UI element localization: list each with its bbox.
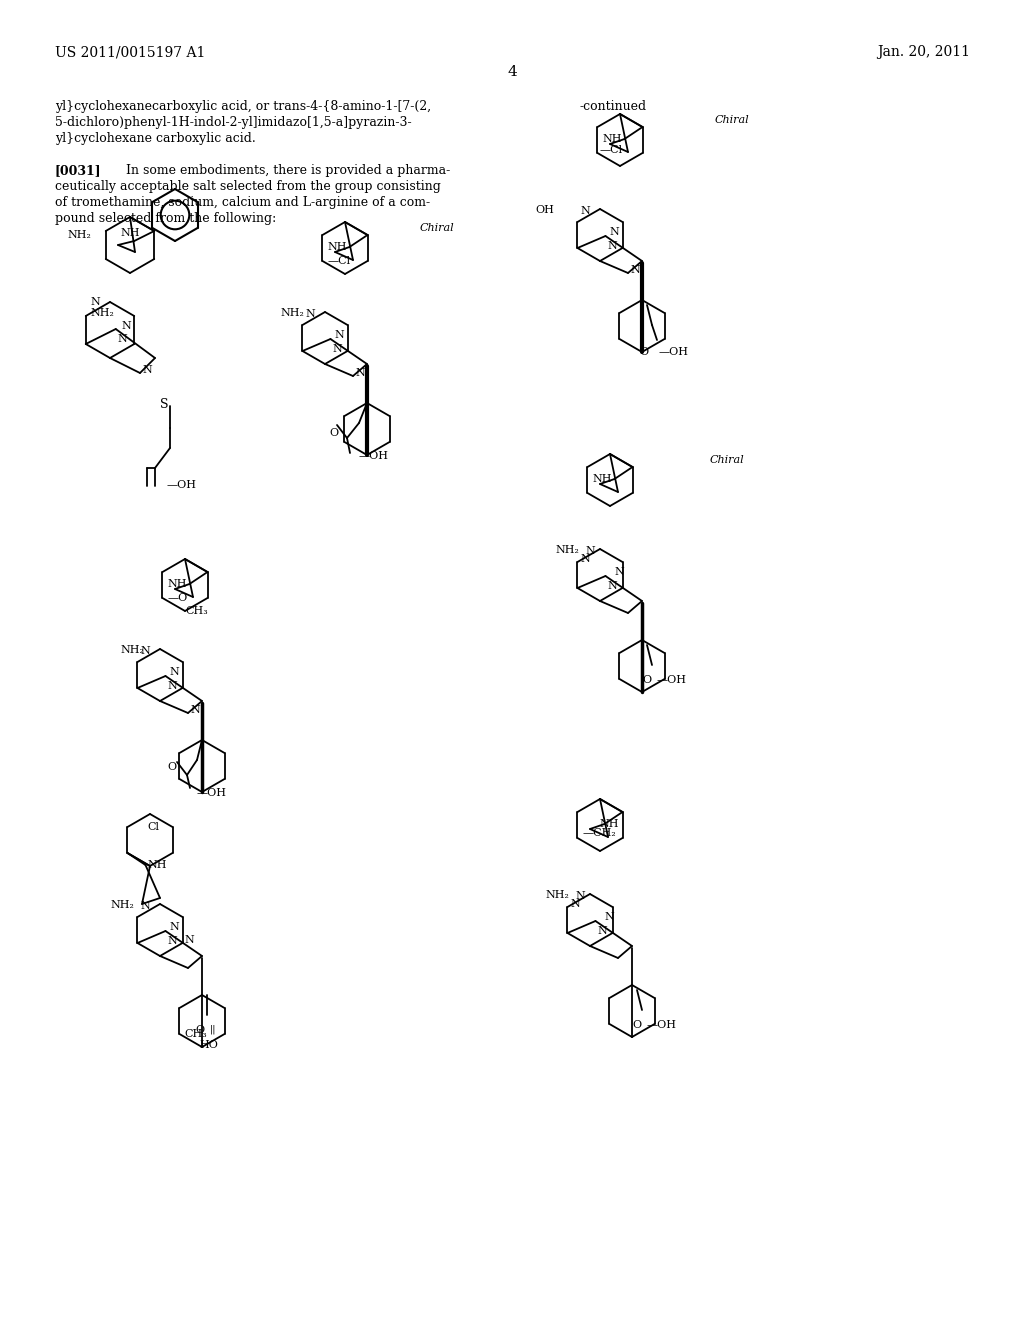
Text: NH₂: NH₂ <box>67 230 91 240</box>
Text: N: N <box>140 645 150 656</box>
Text: NH: NH <box>602 135 622 144</box>
Text: Chiral: Chiral <box>420 223 455 234</box>
Text: N: N <box>585 546 595 556</box>
Text: US 2011/0015197 A1: US 2011/0015197 A1 <box>55 45 206 59</box>
Text: of tromethamine, sodium, calcium and L-arginine of a com-: of tromethamine, sodium, calcium and L-a… <box>55 195 430 209</box>
Text: O: O <box>642 675 651 685</box>
Text: N: N <box>190 705 200 715</box>
Text: yl}cyclohexane carboxylic acid.: yl}cyclohexane carboxylic acid. <box>55 132 256 145</box>
Text: NH₂: NH₂ <box>91 308 115 318</box>
Text: yl}cyclohexanecarboxylic acid, or trans-4-{8-amino-1-[7-(2,: yl}cyclohexanecarboxylic acid, or trans-… <box>55 100 431 114</box>
Text: N: N <box>140 902 150 911</box>
Text: N: N <box>355 368 365 378</box>
Text: NH: NH <box>593 474 612 484</box>
Text: pound selected from the following:: pound selected from the following: <box>55 213 276 224</box>
Text: N: N <box>170 921 179 932</box>
Text: O: O <box>639 347 648 356</box>
Text: CH₃: CH₃ <box>185 606 208 616</box>
Text: N: N <box>118 334 128 345</box>
Text: NH: NH <box>599 818 620 829</box>
Text: -continued: -continued <box>580 100 647 114</box>
Text: NH₂: NH₂ <box>110 900 134 909</box>
Text: —OH: —OH <box>197 788 227 799</box>
Text: —Cl: —Cl <box>599 145 623 154</box>
Text: Chiral: Chiral <box>710 455 744 465</box>
Text: N: N <box>122 321 131 331</box>
Text: 4: 4 <box>507 65 517 79</box>
Text: ||: || <box>210 1026 216 1035</box>
Text: Jan. 20, 2011: Jan. 20, 2011 <box>877 45 970 59</box>
Text: N: N <box>581 554 590 564</box>
Text: [0031]: [0031] <box>55 164 101 177</box>
Text: —OH: —OH <box>647 1020 677 1030</box>
Text: N: N <box>142 366 152 375</box>
Text: —Cl: —Cl <box>328 256 350 267</box>
Text: N: N <box>607 242 617 251</box>
Text: NH: NH <box>328 242 347 252</box>
Text: NH₂: NH₂ <box>120 645 144 655</box>
Text: S: S <box>160 399 169 411</box>
Text: N: N <box>575 891 585 902</box>
Text: NH₂: NH₂ <box>280 308 304 318</box>
Text: O: O <box>632 1020 641 1030</box>
Text: O: O <box>195 1026 204 1035</box>
Text: N: N <box>607 581 617 591</box>
Text: —OH: —OH <box>167 480 197 490</box>
Text: N: N <box>168 936 177 946</box>
Text: N: N <box>184 935 195 945</box>
Text: N: N <box>570 899 581 909</box>
Text: 5-dichloro)phenyl-1H-indol-2-yl]imidazo[1,5-a]pyrazin-3-: 5-dichloro)phenyl-1H-indol-2-yl]imidazo[… <box>55 116 412 129</box>
Text: N: N <box>90 297 100 308</box>
Text: N: N <box>630 265 640 275</box>
Text: O: O <box>329 428 338 438</box>
Text: NH₂: NH₂ <box>545 890 569 900</box>
Text: NH: NH <box>168 579 187 589</box>
Text: Cl: Cl <box>147 822 160 832</box>
Text: N: N <box>614 568 625 577</box>
Text: NH: NH <box>120 228 139 238</box>
Text: N: N <box>581 206 590 216</box>
Text: N: N <box>170 667 179 677</box>
Text: O: O <box>167 762 176 772</box>
Text: N: N <box>168 681 177 690</box>
Text: N: N <box>305 309 314 319</box>
Text: NH₂: NH₂ <box>555 545 579 554</box>
Text: ceutically acceptable salt selected from the group consisting: ceutically acceptable salt selected from… <box>55 180 441 193</box>
Text: —CH₂: —CH₂ <box>583 828 616 838</box>
Text: In some embodiments, there is provided a pharma-: In some embodiments, there is provided a… <box>110 164 451 177</box>
Text: —OH: —OH <box>659 347 689 356</box>
Text: —O: —O <box>168 593 187 603</box>
Text: N: N <box>333 345 342 354</box>
Text: N: N <box>609 227 620 238</box>
Text: NH: NH <box>147 861 167 870</box>
Text: —OH: —OH <box>359 451 389 461</box>
Text: N: N <box>604 912 614 921</box>
Text: CH₃: CH₃ <box>184 1030 207 1039</box>
Text: Chiral: Chiral <box>715 115 750 125</box>
Text: N: N <box>597 927 607 936</box>
Text: N: N <box>335 330 344 341</box>
Text: —OH: —OH <box>657 675 687 685</box>
Text: HO: HO <box>199 1040 218 1049</box>
Text: OH: OH <box>535 205 554 215</box>
